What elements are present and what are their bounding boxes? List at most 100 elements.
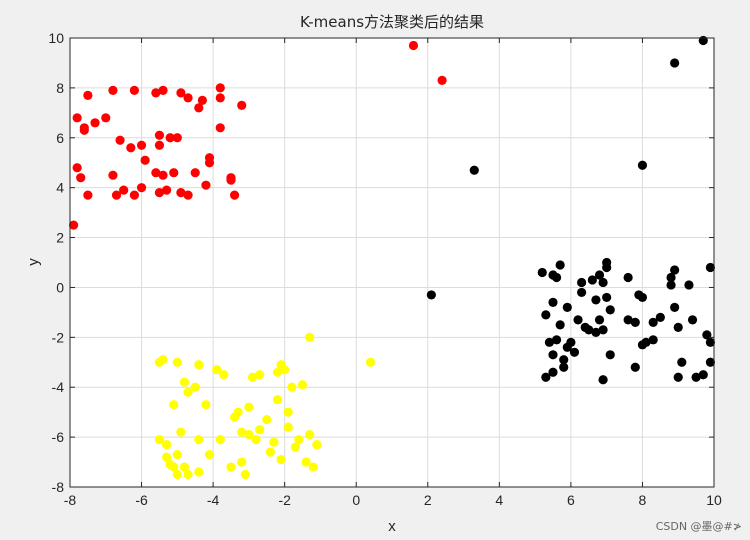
cluster-2-point [240,469,250,480]
cluster-1-point [154,130,165,140]
watermark: CSDN @墨@#≯ [655,520,742,533]
cluster-3-point [670,58,680,68]
x-tick-label: 4 [495,492,503,508]
cluster-2-point [365,357,376,367]
cluster-1-point [151,168,161,178]
x-tick-label: -2 [278,492,291,508]
cluster-2-point [272,395,283,405]
cluster-2-point [204,449,215,460]
cluster-2-point [247,372,258,382]
cluster-3-point [541,310,551,320]
cluster-3-point [598,277,608,288]
cluster-3-point [598,375,608,385]
grid-lines [70,38,714,487]
axes-box [69,37,715,488]
y-tick-label: 0 [56,279,64,295]
cluster-1-point [72,113,82,123]
cluster-3-point [602,262,612,273]
cluster-3-point [566,337,576,347]
cluster-2-point [255,425,265,435]
x-tick-label: 6 [567,492,575,508]
y-tick-label: -2 [52,329,65,345]
cluster-2-point [169,462,179,472]
cluster-3-point [587,275,597,285]
cluster-1-point [129,85,139,95]
cluster-1-point [111,190,122,200]
y-tick-label: -4 [52,379,65,395]
cluster-3-point [691,372,701,382]
x-tick-label: 0 [352,492,360,508]
cluster-1-point [237,100,247,110]
cluster-1-point [101,113,111,123]
cluster-1-point [194,103,204,113]
cluster-2-point [308,462,318,472]
cluster-1-point [197,95,207,105]
cluster-3-point [569,347,580,357]
cluster-2-point [233,407,243,417]
cluster-3-point [555,260,565,270]
cluster-2-point [312,439,322,450]
cluster-3-point [555,320,565,330]
x-tick-label: -6 [135,492,148,508]
cluster-2-point [183,469,193,480]
cluster-2-point [172,469,182,480]
cluster-2-point [158,355,168,365]
cluster-1-point [183,93,193,103]
cluster-3-point [687,315,698,325]
cluster-1-point [108,170,118,180]
cluster-3-point [591,327,601,337]
y-tick-label: 2 [56,230,64,246]
y-tick-label: 4 [56,180,64,196]
cluster-2-point [294,435,304,445]
cluster-1-point [136,183,147,193]
cluster-2-point [244,402,254,412]
cluster-1-point [108,85,118,95]
y-tick-label: -8 [52,479,65,495]
y-axis-label: y [25,258,42,266]
cluster-3-point [698,35,708,46]
cluster-2-point [283,407,293,417]
cluster-1-point [68,220,79,230]
cluster-2-point [269,437,279,447]
cluster-1-point [176,188,186,198]
chart-title: K-means方法聚类后的结果 [300,13,484,31]
cluster-1-point [172,133,182,143]
cluster-2-point [276,454,286,465]
y-tick-label: 8 [56,80,64,96]
cluster-1-point [183,190,193,200]
cluster-2-point [226,462,236,472]
cluster-3-point [648,335,658,345]
cluster-3-point [559,362,569,372]
cluster-1-point [169,168,179,178]
cluster-1-point [408,40,419,51]
y-tick-label: 10 [48,30,64,46]
cluster-3-point [602,292,612,303]
cluster-1-point [162,185,172,195]
cluster-2-point [172,449,182,460]
cluster-2-point [176,427,186,437]
cluster-2-point [280,365,290,375]
y-tick-label: -6 [52,429,65,445]
x-tick-label: 2 [424,492,432,508]
cluster-2-point [265,447,275,457]
x-tick-label: 8 [639,492,647,508]
cluster-1-point [79,123,89,133]
cluster-2-point [162,452,172,462]
cluster-2-point [262,415,272,425]
cluster-3-point [551,272,562,283]
cluster-1-point [126,143,136,153]
tick-marks: -8 -6 -4 -2 0 2 4 6 8 10 -8 -6 -4 -2 0 2 4 6 8 10 [48,30,722,508]
cluster-2-point [287,382,297,392]
x-tick-label: -4 [207,492,220,508]
cluster-1-point [215,83,225,93]
cluster-1-point [229,190,240,200]
cluster-1-point [158,170,168,180]
cluster-2-point [272,367,283,377]
cluster-3-point [584,325,594,335]
cluster-2-point [283,422,293,432]
cluster-1-point [129,190,139,200]
cluster-1-point [154,188,165,198]
cluster-3-point [630,317,640,327]
y-tick-label: 6 [56,130,64,146]
